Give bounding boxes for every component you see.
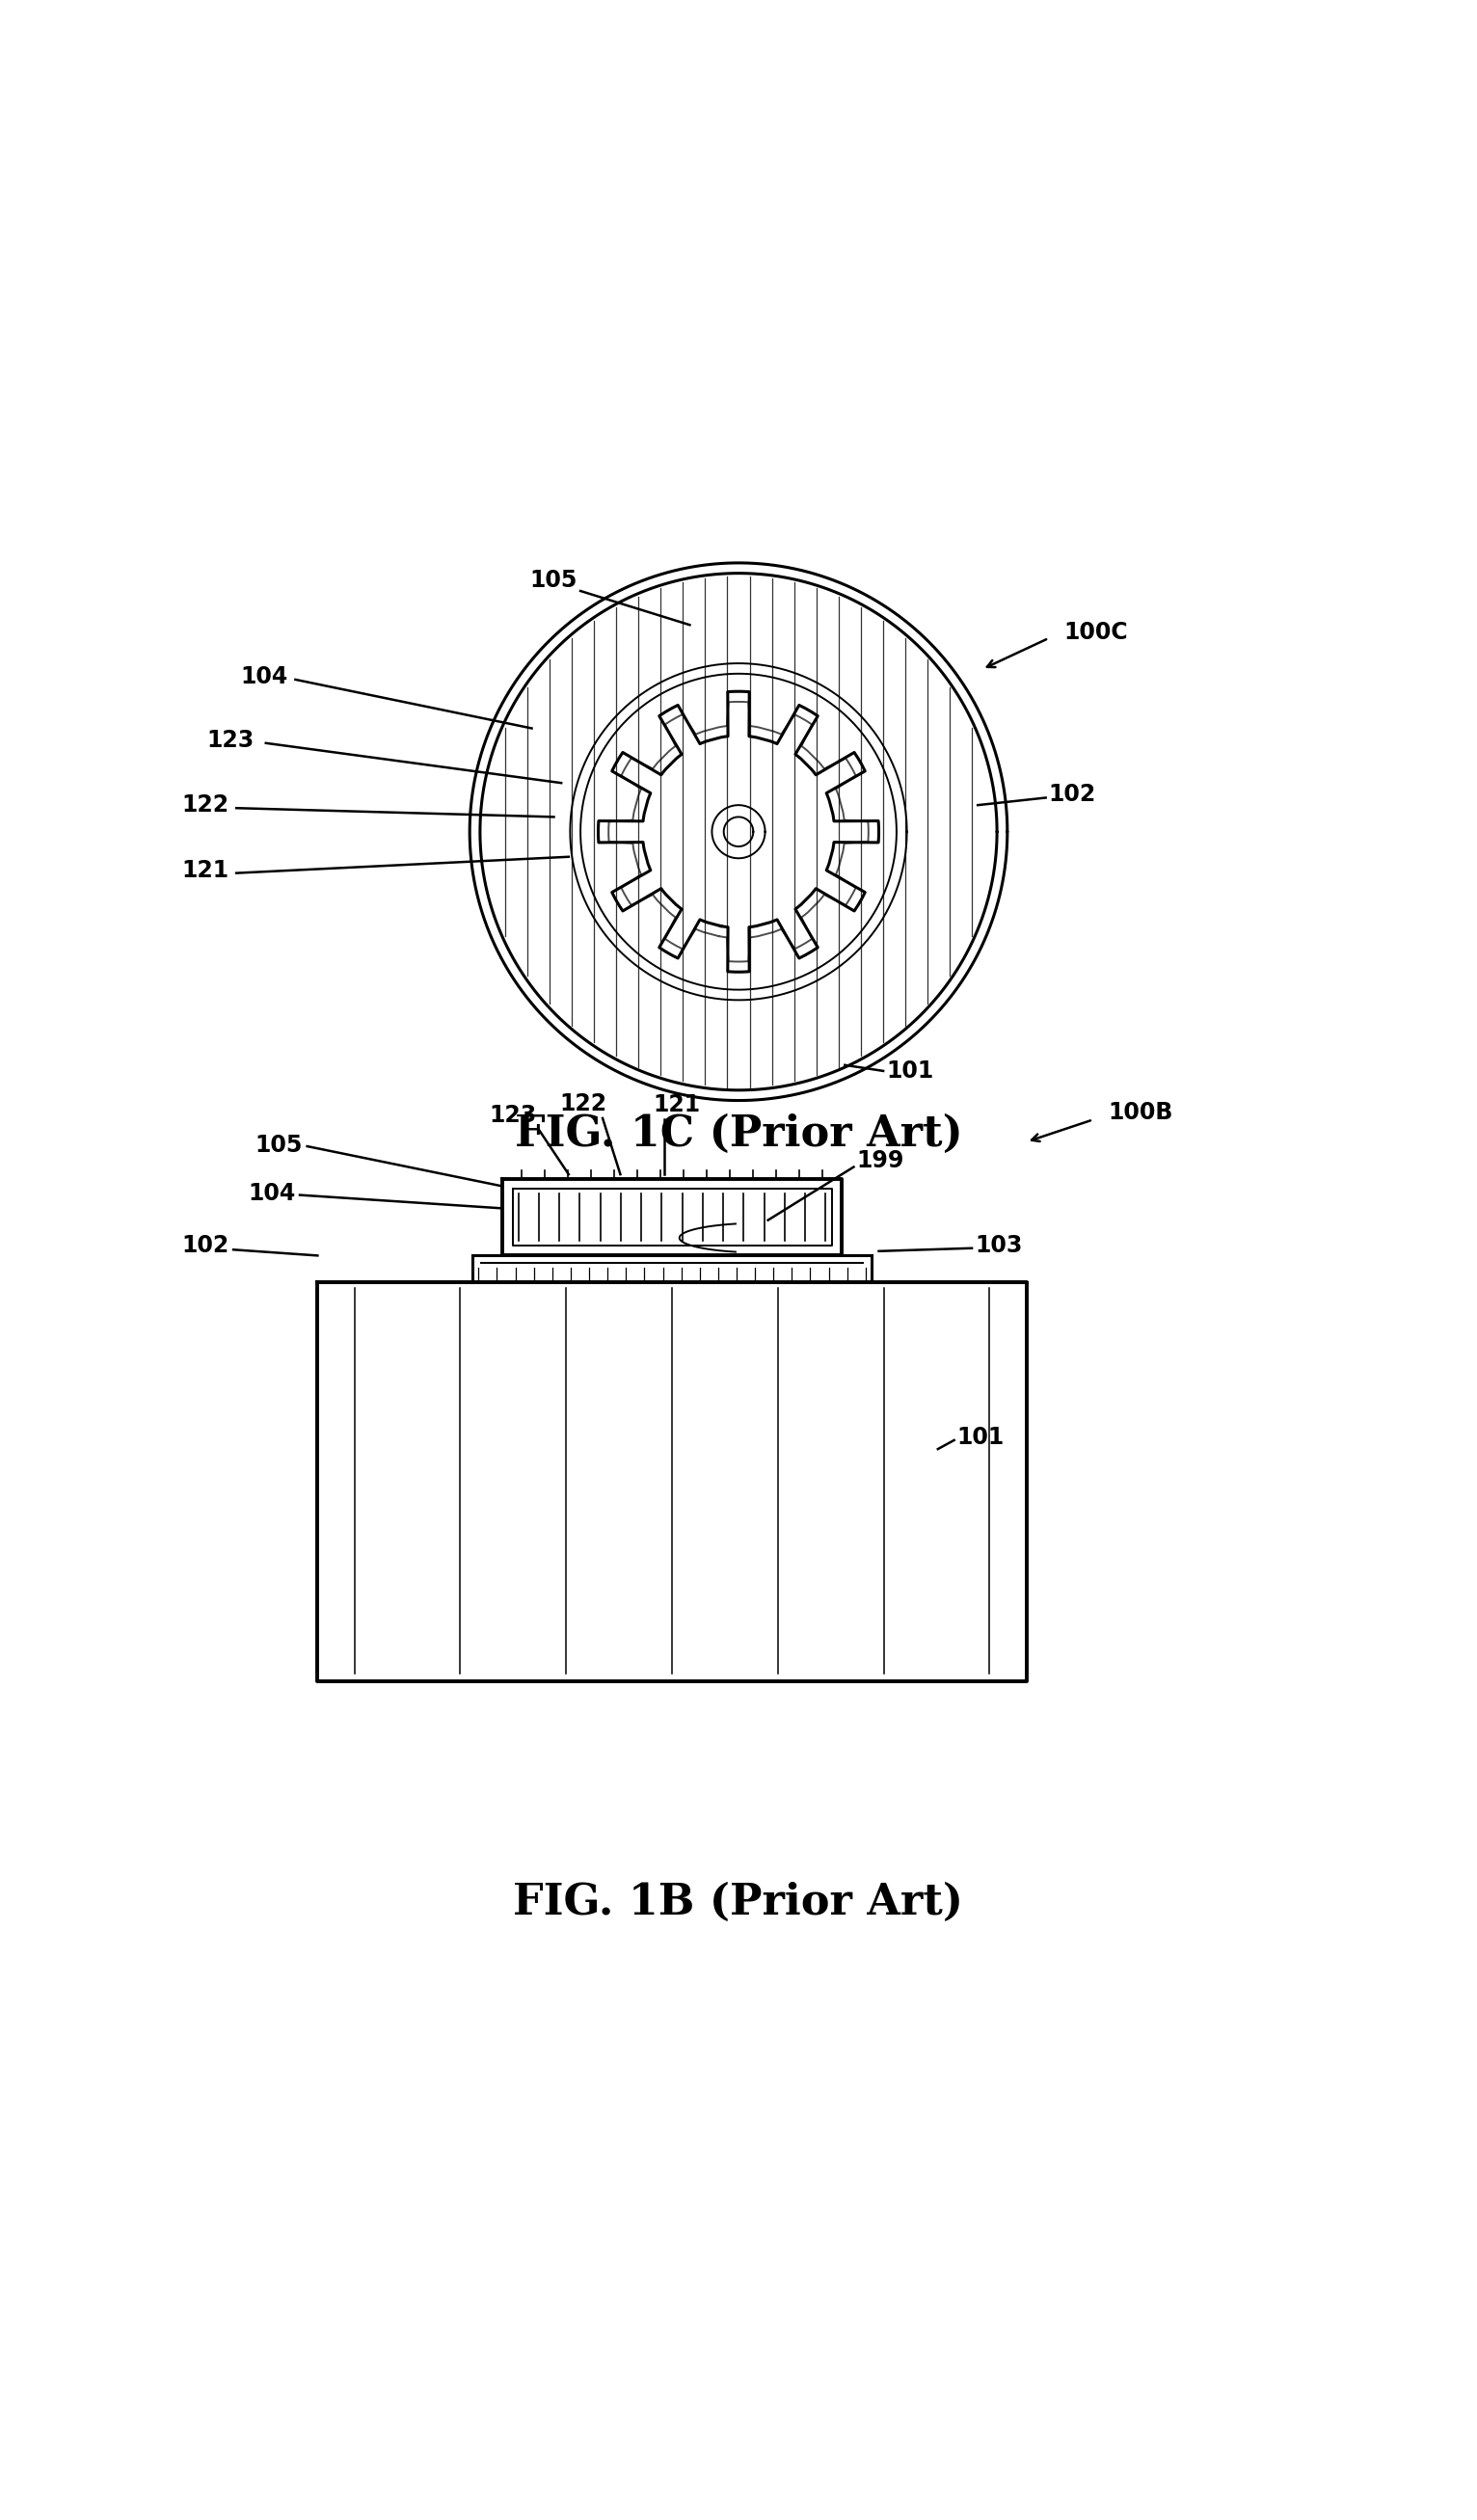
Text: 105: 105 <box>256 1134 303 1157</box>
Text: 199: 199 <box>857 1149 904 1172</box>
Text: 101: 101 <box>886 1058 933 1084</box>
Text: 122: 122 <box>560 1091 607 1116</box>
Text: FIG. 1C (Prior Art): FIG. 1C (Prior Art) <box>514 1114 963 1154</box>
Text: 121: 121 <box>182 859 229 882</box>
Text: 100C: 100C <box>1063 620 1127 645</box>
Text: 123: 123 <box>207 728 254 751</box>
Text: 121: 121 <box>653 1094 700 1116</box>
Text: 122: 122 <box>182 794 229 816</box>
Text: 104: 104 <box>248 1182 295 1205</box>
Text: 102: 102 <box>182 1235 229 1257</box>
Text: 105: 105 <box>530 570 578 592</box>
Text: 103: 103 <box>975 1235 1022 1257</box>
Text: 100B: 100B <box>1108 1101 1173 1124</box>
Text: FIG. 1B (Prior Art): FIG. 1B (Prior Art) <box>514 1882 963 1923</box>
Text: 104: 104 <box>241 665 288 688</box>
Text: 102: 102 <box>1049 784 1096 806</box>
Text: 123: 123 <box>489 1104 536 1126</box>
Text: 101: 101 <box>957 1426 1004 1449</box>
